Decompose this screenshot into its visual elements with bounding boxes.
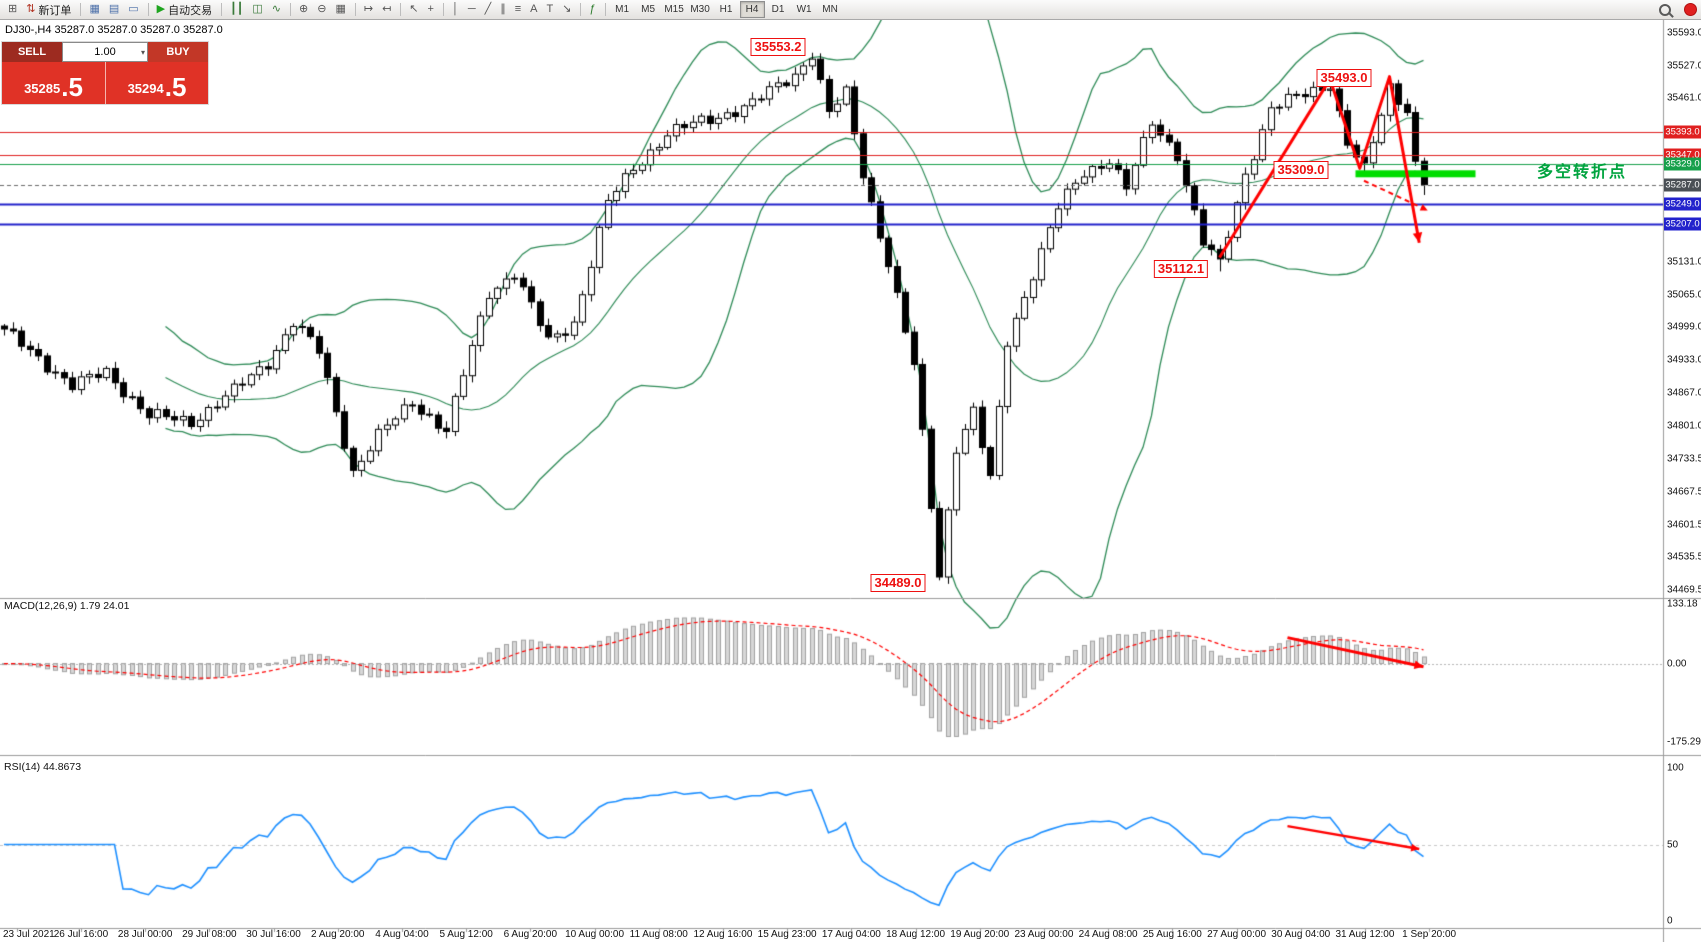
line-chart-icon: ∿ (271, 3, 281, 15)
zoom-in-icon: ⊕ (299, 3, 309, 15)
toolbar-separator (604, 3, 606, 16)
buy-button[interactable]: BUY (148, 42, 208, 62)
trendline-button[interactable]: ╱ (481, 0, 496, 19)
new-order-button-label: 新订单 (38, 4, 72, 17)
toolbar-separator (221, 3, 223, 16)
chart-canvas[interactable] (0, 20, 1701, 942)
zoom-out-button[interactable]: ⊖ (313, 0, 330, 19)
toolbar-separator (400, 3, 402, 16)
toolbar-separator (442, 3, 444, 16)
sell-button[interactable]: SELL (2, 42, 62, 62)
tile-windows-button[interactable]: ▦ (331, 0, 349, 19)
chart-shift-button[interactable]: ↤ (378, 0, 395, 19)
auto-scroll-button[interactable]: ↦ (360, 0, 377, 19)
toolbar-separator (290, 3, 291, 16)
indicators-button[interactable]: ƒ (585, 0, 599, 19)
new-order-icon: ⇅ (26, 3, 36, 15)
crosshair-button[interactable]: + (424, 0, 438, 19)
autotrading-button-label: 自动交易 (168, 4, 213, 17)
vertical-line-icon: │ (451, 3, 459, 15)
toolbar: ⊞ ⇅ 新订单 ▦ ▤ ▭ ▶ 自动交易 ┃┃ ◫ ∿ ⊕ ⊖ ▦ ↦ ↤ ↖ + │ ─ ╱ ∥ ≡ A T ↘ ƒ M1 M5 M15… (0, 0, 1701, 20)
new-order-button[interactable]: ⇅ 新订单 (22, 0, 75, 19)
toolbar-separator (580, 3, 582, 16)
timeframe-m5-button[interactable]: M5 (641, 4, 656, 15)
timeframe-m1-button[interactable]: M1 (615, 4, 630, 15)
buy-price-small-digits: 35294 (127, 81, 164, 96)
zoom-out-icon: ⊖ (317, 3, 327, 15)
zoom-in-button[interactable]: ⊕ (295, 0, 312, 19)
volume-spinner-icon[interactable]: ▾ (140, 47, 145, 57)
market-watch-icon: ▦ (89, 3, 100, 15)
timeframe-m30-button[interactable]: M30 (690, 4, 710, 15)
timeframe-h1-button[interactable]: H1 (719, 4, 733, 15)
channel-icon: ∥ (500, 3, 506, 15)
market-watch-button[interactable]: ▦ (85, 0, 103, 19)
terminal-icon: ▭ (128, 3, 139, 15)
volume-input[interactable]: 1.00 ▾ (62, 42, 148, 62)
autotrading-icon: ▶ (156, 3, 166, 15)
horizontal-line-icon: ─ (467, 3, 476, 15)
indicators-icon: ƒ (589, 3, 596, 15)
timeframe-d1-button[interactable]: D1 (771, 4, 785, 15)
toolbar-separator (354, 3, 356, 16)
timeframe-m15-button[interactable]: M15 (664, 4, 684, 15)
terminal-button[interactable]: ▭ (124, 0, 142, 19)
horizontal-line-button[interactable]: ─ (464, 0, 480, 19)
search-icon (1659, 3, 1671, 16)
new-chart-icon: ⊞ (8, 3, 18, 15)
text-button[interactable]: A (526, 0, 541, 19)
candlestick-chart-button[interactable]: ◫ (248, 0, 266, 19)
volume-value: 1.00 (94, 46, 116, 58)
line-chart-button[interactable]: ∿ (268, 0, 285, 19)
arrows-button[interactable]: ↘ (558, 0, 575, 19)
fibonacci-button[interactable]: ≡ (511, 0, 525, 19)
buy-price-button[interactable]: 35294 .5 (105, 62, 208, 104)
tile-windows-icon: ▦ (335, 3, 346, 15)
notification-badge[interactable] (1684, 3, 1697, 16)
timeframe-h4-button[interactable]: H4 (739, 1, 765, 18)
chart-shift-icon: ↤ (382, 3, 392, 15)
navigator-icon: ▤ (108, 3, 120, 15)
cursor-button[interactable]: ↖ (405, 0, 422, 19)
autotrading-button[interactable]: ▶ 自动交易 (153, 0, 216, 19)
sell-price-big-digits: .5 (61, 72, 83, 102)
label-button[interactable]: T (543, 0, 558, 19)
auto-scroll-icon: ↦ (363, 3, 374, 15)
label-icon: T (546, 3, 554, 15)
navigator-button[interactable]: ▤ (105, 0, 123, 19)
arrows-icon: ↘ (562, 3, 572, 15)
crosshair-icon: + (427, 3, 434, 15)
bar-chart-icon: ┃┃ (230, 3, 244, 15)
vertical-line-button[interactable]: │ (448, 0, 463, 19)
search-button[interactable] (1655, 0, 1675, 19)
timeframe-mn-button[interactable]: MN (822, 4, 838, 15)
toolbar-separator (147, 3, 149, 16)
one-click-trading-panel: SELL 1.00 ▾ BUY 35285 .5 35294 .5 (2, 42, 208, 104)
sell-price-button[interactable]: 35285 .5 (2, 62, 105, 104)
text-icon: A (530, 3, 538, 15)
toolbar-separator (80, 3, 82, 16)
sell-price-small-digits: 35285 (24, 81, 61, 96)
timeframe-w1-button[interactable]: W1 (796, 4, 812, 15)
bar-chart-button[interactable]: ┃┃ (226, 0, 247, 19)
buy-price-big-digits: .5 (164, 72, 187, 102)
new-chart-button[interactable]: ⊞ (4, 0, 21, 19)
fibonacci-icon: ≡ (514, 3, 522, 15)
trendline-icon: ╱ (484, 3, 492, 15)
channel-button[interactable]: ∥ (496, 0, 510, 19)
cursor-icon: ↖ (409, 3, 419, 15)
candlestick-chart-icon: ◫ (252, 3, 263, 15)
